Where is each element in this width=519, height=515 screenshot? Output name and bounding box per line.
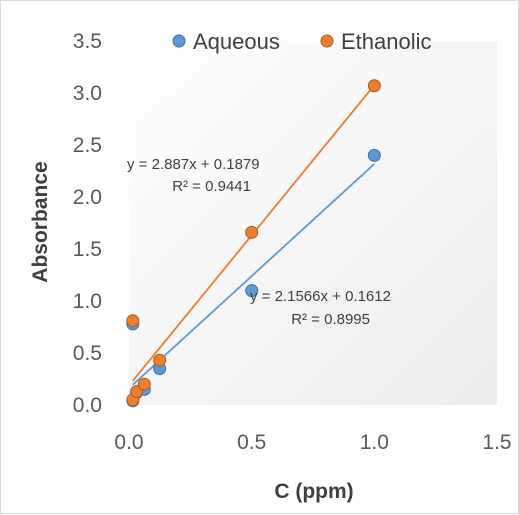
y-tick-label: 2.0 [73, 186, 102, 209]
y-tick-label: 3.0 [73, 82, 102, 105]
y-axis-title: Absorbance [29, 161, 52, 282]
y-tick-label: 1.0 [73, 290, 102, 313]
point-ethanolic [245, 225, 259, 239]
point-aqueous [367, 148, 381, 162]
y-tick-label: 2.5 [73, 134, 102, 157]
point-ethanolic [367, 79, 381, 93]
y-tick-label: 0.5 [73, 342, 102, 365]
x-tick-label: 1.0 [360, 431, 389, 454]
legend-marker-aqueous [172, 34, 186, 48]
point-ethanolic [153, 353, 167, 367]
point-ethanolic [137, 377, 151, 391]
y-tick-label: 3.5 [73, 30, 102, 53]
trendline-r2-aqueous: R² = 0.8995 [291, 311, 370, 328]
x-tick-label: 0.5 [237, 431, 266, 454]
y-tick-labels: 0.0 0.5 1.0 1.5 2.0 2.5 3.0 3.5 [73, 30, 102, 417]
trendline-equations: y = 2.1566x + 0.1612 R² = 0.8995 y = 2.887… [127, 156, 391, 328]
plot-area [129, 41, 497, 405]
trendline-aqueous [132, 163, 375, 386]
x-tick-label: 1.5 [482, 431, 511, 454]
legend-label-ethanolic: Ethanolic [341, 29, 432, 54]
x-tick-labels: 0.0 0.5 1.0 1.5 [114, 431, 511, 454]
y-tick-label: 0.0 [73, 394, 102, 417]
legend: Aqueous Ethanolic [172, 29, 432, 54]
y-tick-label: 1.5 [73, 238, 102, 261]
x-axis-title: C (ppm) [274, 480, 353, 503]
point-aqueous [245, 284, 259, 298]
trendline-equation-ethanolic: y = 2.887x + 0.1879 [127, 156, 260, 173]
legend-label-aqueous: Aqueous [193, 29, 280, 54]
x-tick-label: 0.0 [114, 431, 143, 454]
data-points [126, 79, 381, 408]
point-ethanolic [126, 314, 140, 328]
trendline-r2-ethanolic: R² = 0.9441 [172, 178, 251, 195]
legend-marker-ethanolic [320, 34, 334, 48]
trendline-equation-aqueous: y = 2.1566x + 0.1612 [250, 288, 391, 305]
